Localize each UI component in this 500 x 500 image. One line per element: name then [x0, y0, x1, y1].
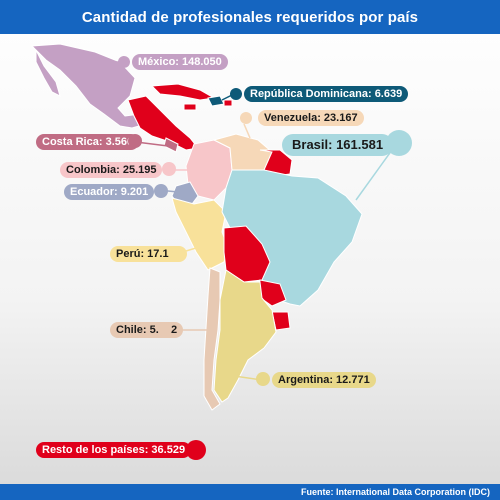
dot-ecuador — [154, 184, 168, 198]
label-costa-rica: Costa Rica: 3.566 — [36, 134, 140, 150]
map-title: Cantidad de profesionales requeridos por… — [0, 0, 500, 34]
region-puerto-rico[interactable] — [223, 99, 233, 107]
source-text: Fuente: International Data Corporation (… — [301, 487, 490, 497]
dot-brasil — [386, 130, 412, 156]
dot-resto — [186, 440, 206, 460]
label-resto: Resto de los países: 36.529 — [36, 442, 192, 458]
label-brasil: Brasil: 161.581 — [282, 134, 394, 156]
region-dominican-republic[interactable] — [207, 95, 225, 107]
region-baja-california[interactable] — [35, 49, 61, 97]
dot-costa-rica — [128, 134, 142, 148]
label-colombia: Colombia: 25.195 — [60, 162, 163, 178]
dot-venezuela — [240, 112, 252, 124]
region-cuba[interactable] — [150, 83, 216, 101]
region-argentina[interactable] — [213, 269, 277, 403]
dot-peru — [168, 246, 182, 260]
region-jamaica[interactable] — [183, 103, 197, 111]
label-argentina: Argentina: 12.771 — [272, 372, 376, 388]
dot-mexico — [118, 56, 130, 68]
source-footer: Fuente: International Data Corporation (… — [0, 484, 500, 500]
connector-brasil — [355, 149, 393, 201]
region-costa-rica[interactable] — [163, 137, 179, 153]
label-venezuela: Venezuela: 23.167 — [258, 110, 364, 126]
dot-dominicana — [230, 88, 242, 100]
dot-chile — [158, 322, 172, 336]
connector-venezuela — [243, 123, 251, 139]
label-mexico: México: 148.050 — [132, 54, 228, 70]
label-chile: Chile: 5.302 — [110, 322, 184, 338]
label-ecuador: Ecuador: 9.201 — [64, 184, 155, 200]
region-chile[interactable] — [203, 267, 221, 411]
label-peru: Perú: 17.148 — [110, 246, 187, 262]
label-dominicana: República Dominicana: 6.639 — [244, 86, 409, 102]
dot-colombia — [162, 162, 176, 176]
dot-argentina — [256, 372, 270, 386]
